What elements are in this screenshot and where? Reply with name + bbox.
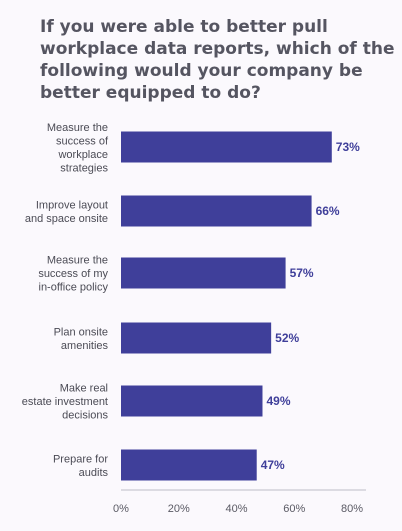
- x-tick-label: 0%: [113, 503, 129, 515]
- category-label: Make real: [60, 383, 108, 395]
- category-label: amenities: [61, 340, 109, 352]
- bar-value-label: 73%: [336, 140, 360, 154]
- bar-value-label: 49%: [266, 394, 290, 408]
- bar: [121, 385, 263, 417]
- bar-value-label: 52%: [275, 331, 299, 345]
- bar-value-label: 47%: [261, 458, 285, 472]
- title-line: following would your company be: [40, 61, 363, 81]
- bar-value-label: 57%: [290, 266, 314, 280]
- title-line: better equipped to do?: [40, 83, 261, 103]
- category-label: estate investment: [22, 396, 108, 408]
- bar-value-label: 66%: [316, 204, 340, 218]
- x-tick-label: 80%: [341, 503, 363, 515]
- category-label: Plan onsite: [54, 326, 108, 338]
- category-label: in-office policy: [39, 282, 109, 294]
- x-tick-label: 40%: [225, 503, 247, 515]
- chart-title: If you were able to better pull workplac…: [40, 16, 395, 104]
- bar: [121, 322, 272, 354]
- bar: [121, 449, 257, 481]
- category-label: success of: [56, 135, 109, 147]
- category-label: decisions: [62, 410, 108, 422]
- category-label: strategies: [60, 162, 108, 174]
- x-tick-label: 60%: [283, 503, 305, 515]
- x-tick-label: 20%: [168, 503, 190, 515]
- category-label: Measure the: [47, 122, 108, 134]
- bar: [121, 131, 332, 163]
- bar: [121, 257, 286, 289]
- category-label: Measure the: [47, 255, 108, 267]
- category-label: Improve layout: [36, 199, 108, 211]
- title-line: If you were able to better pull: [40, 17, 328, 37]
- category-label: and space onsite: [25, 213, 108, 225]
- bar: [121, 195, 312, 227]
- category-label: workplace: [57, 149, 108, 161]
- category-label: Prepare for: [53, 453, 108, 465]
- category-label: audits: [79, 467, 109, 479]
- category-label: success of my: [38, 268, 108, 280]
- title-line: workplace data reports, which of the: [40, 39, 395, 59]
